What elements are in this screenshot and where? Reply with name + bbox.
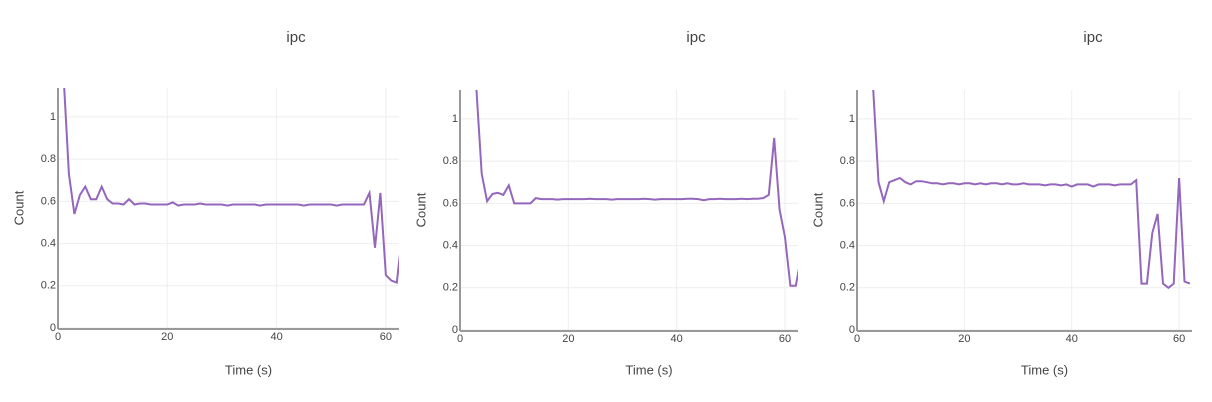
x-tick-label: 20 (562, 333, 574, 345)
y-tick-label: 0.6 (443, 197, 458, 209)
y-tick-label: 0.8 (443, 155, 458, 167)
y-tick-label: 0.4 (41, 237, 56, 249)
y-tick-label: 0 (849, 324, 855, 336)
x-tick-label: 60 (380, 331, 392, 343)
y-tick-label: 1 (452, 113, 458, 125)
y-tick-label: 0.6 (840, 197, 855, 209)
y-tick-label: 0 (50, 322, 56, 334)
line (63, 88, 399, 284)
y-axis-label: Count (810, 192, 825, 227)
x-tick-label: 60 (779, 333, 791, 345)
x-tick-label: 60 (1173, 333, 1185, 345)
chart-title: ipc (686, 29, 706, 46)
x-tick-label: 20 (161, 331, 173, 343)
y-tick-label: 0.4 (443, 239, 458, 251)
y-tick-label: 0.2 (443, 282, 458, 294)
x-tick-label: 0 (854, 333, 860, 345)
y-tick-label: 0.2 (840, 282, 855, 294)
x-tick-label: 40 (270, 331, 282, 343)
chart-title: ipc (1083, 29, 1103, 46)
x-tick-label: 40 (671, 333, 683, 345)
y-tick-label: 0 (452, 324, 458, 336)
y-tick-label: 0.6 (41, 195, 56, 207)
x-axis-label: Time (s) (1021, 362, 1068, 377)
x-tick-label: 40 (1066, 333, 1078, 345)
line (475, 90, 798, 287)
x-tick-label: 0 (55, 331, 61, 343)
y-axis-label: Count (11, 190, 26, 225)
y-tick-label: 0.8 (41, 153, 56, 165)
y-tick-label: 1 (849, 113, 855, 125)
line (872, 90, 1191, 290)
x-tick-label: 0 (457, 333, 463, 345)
x-axis-label: Time (s) (625, 362, 672, 377)
y-tick-label: 0.4 (840, 239, 855, 251)
y-tick-label: 0.2 (41, 280, 56, 292)
chart-title: ipc (286, 29, 306, 46)
y-tick-label: 1 (50, 111, 56, 123)
x-axis-label: Time (s) (225, 362, 272, 377)
x-tick-label: 20 (958, 333, 970, 345)
y-tick-label: 0.8 (840, 155, 855, 167)
y-axis-label: Count (413, 192, 428, 227)
